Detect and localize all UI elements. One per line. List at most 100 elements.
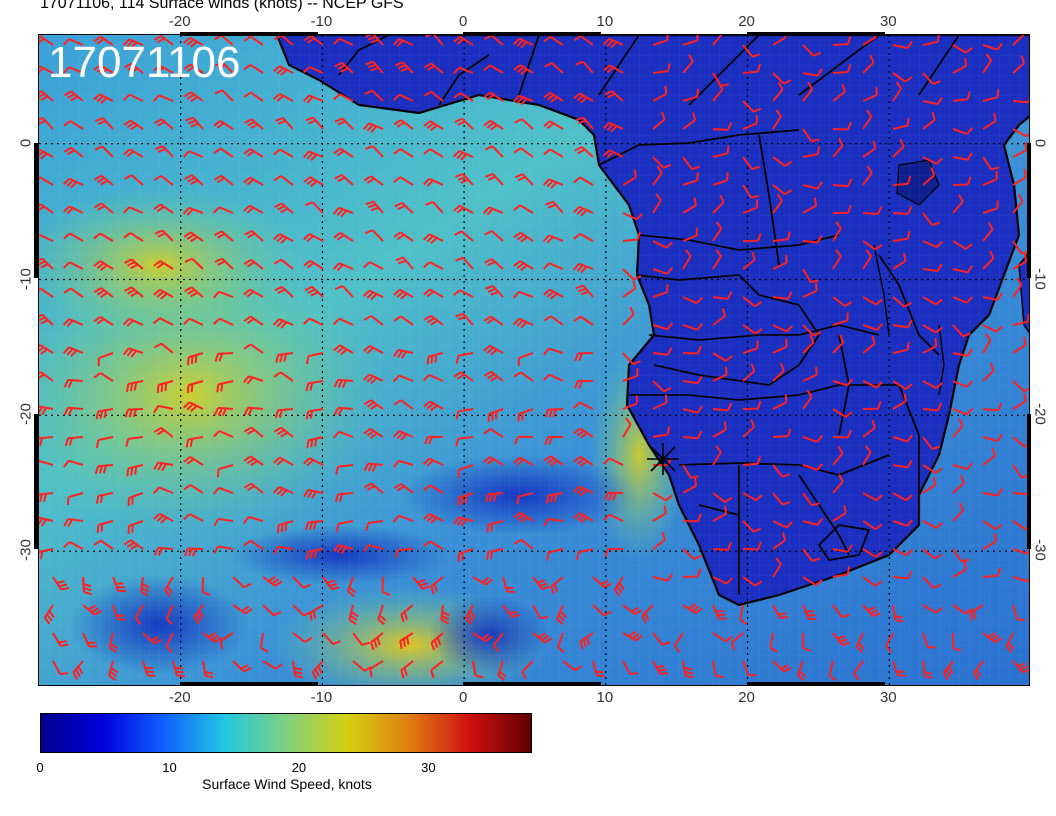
wind-barb bbox=[513, 231, 534, 243]
left-lat-tick-label: -30 bbox=[17, 539, 35, 561]
wind-barb bbox=[922, 156, 943, 165]
wind-barb bbox=[273, 545, 294, 555]
wind-barb bbox=[542, 262, 564, 270]
wind-barb bbox=[802, 282, 818, 298]
wind-barb bbox=[393, 231, 414, 242]
wind-barb bbox=[63, 287, 84, 298]
wind-barb bbox=[39, 90, 54, 102]
wind-barb bbox=[772, 557, 782, 578]
wind-barb bbox=[243, 63, 264, 74]
wind-barb bbox=[543, 120, 564, 130]
wind-barb bbox=[892, 296, 912, 308]
wind-barb bbox=[455, 352, 474, 364]
wind-barb bbox=[273, 371, 294, 382]
wind-barb bbox=[892, 380, 913, 390]
wind-barb bbox=[213, 406, 234, 417]
wind-barb bbox=[742, 63, 762, 74]
wind-barb bbox=[892, 604, 904, 623]
wind-barb bbox=[452, 66, 474, 75]
wind-barb bbox=[576, 548, 594, 561]
wind-barb bbox=[423, 90, 444, 102]
wind-barb bbox=[62, 346, 84, 357]
wind-barb bbox=[393, 288, 414, 300]
wind-barb bbox=[573, 35, 594, 46]
wind-barb bbox=[832, 121, 852, 131]
wind-barb bbox=[772, 660, 792, 673]
wind-barb bbox=[892, 252, 907, 270]
wind-barb bbox=[243, 91, 264, 102]
wind-barb bbox=[332, 317, 354, 326]
wind-barb bbox=[363, 314, 384, 326]
wind-barb bbox=[127, 492, 144, 506]
wind-barb bbox=[156, 380, 174, 393]
wind-barb bbox=[454, 117, 474, 130]
wind-barb bbox=[742, 340, 759, 354]
wind-barb bbox=[562, 660, 583, 672]
wind-barb bbox=[982, 200, 999, 214]
wind-barb bbox=[952, 296, 974, 304]
wind-barb bbox=[66, 492, 84, 506]
wind-barb bbox=[543, 315, 564, 326]
wind-barb bbox=[742, 520, 762, 533]
wind-barb bbox=[394, 61, 414, 74]
wind-barb bbox=[853, 660, 864, 681]
wind-barb bbox=[63, 232, 84, 242]
wind-barb bbox=[772, 394, 788, 410]
wind-barb bbox=[802, 324, 822, 337]
wind-barb bbox=[712, 366, 728, 382]
wind-barb bbox=[922, 96, 943, 106]
wind-barb bbox=[183, 63, 204, 74]
wind-barb bbox=[802, 389, 813, 410]
wind-barb bbox=[603, 149, 624, 159]
wind-barb bbox=[1012, 380, 1029, 393]
wind-barb bbox=[862, 206, 883, 216]
wind-barb bbox=[673, 632, 684, 653]
wind-barb bbox=[275, 352, 294, 363]
wind-barb bbox=[93, 232, 114, 242]
wind-barb bbox=[497, 660, 507, 682]
wind-barb bbox=[602, 37, 624, 49]
wind-barb bbox=[123, 148, 144, 158]
wind-barb bbox=[772, 109, 782, 130]
wind-barb bbox=[573, 427, 594, 439]
wind-barb bbox=[243, 482, 264, 494]
wind-barb bbox=[652, 35, 669, 46]
wind-barb bbox=[652, 632, 671, 646]
wind-barb bbox=[604, 90, 624, 102]
wind-barb bbox=[39, 176, 54, 186]
wind-barb bbox=[922, 240, 944, 249]
wind-barb bbox=[556, 604, 567, 626]
wind-barb bbox=[982, 632, 1003, 644]
wind-barb bbox=[322, 576, 340, 591]
wind-barb bbox=[742, 156, 760, 171]
wind-barb bbox=[95, 492, 114, 504]
bottom-lon-tick-label: -10 bbox=[310, 689, 333, 706]
wind-barb bbox=[423, 120, 444, 131]
wind-barb bbox=[332, 262, 354, 272]
wind-barb bbox=[742, 541, 762, 551]
wind-barb bbox=[483, 370, 504, 382]
wind-barb bbox=[542, 178, 564, 189]
wind-barb bbox=[592, 604, 612, 617]
wind-barb bbox=[862, 86, 878, 102]
wind-barb bbox=[513, 538, 534, 550]
wind-barb bbox=[352, 632, 370, 646]
wind-barb bbox=[334, 61, 354, 74]
wind-barb bbox=[395, 256, 414, 270]
wind-barb bbox=[952, 194, 964, 214]
wind-barb bbox=[483, 456, 504, 466]
wind-barb bbox=[423, 148, 444, 158]
wind-barb bbox=[483, 119, 504, 131]
wind-barb bbox=[370, 632, 384, 651]
wind-barb bbox=[202, 632, 223, 643]
wind-barb bbox=[502, 576, 516, 594]
wind-barb bbox=[193, 604, 205, 625]
wind-barb bbox=[742, 44, 761, 58]
wind-barb bbox=[892, 117, 910, 130]
wind-barb bbox=[1012, 336, 1027, 354]
wind-barb bbox=[63, 541, 84, 550]
axis-frame-bar bbox=[34, 414, 38, 550]
top-lon-tick-label: 30 bbox=[879, 13, 897, 30]
wind-barb bbox=[82, 632, 98, 648]
wind-barb bbox=[94, 117, 114, 130]
